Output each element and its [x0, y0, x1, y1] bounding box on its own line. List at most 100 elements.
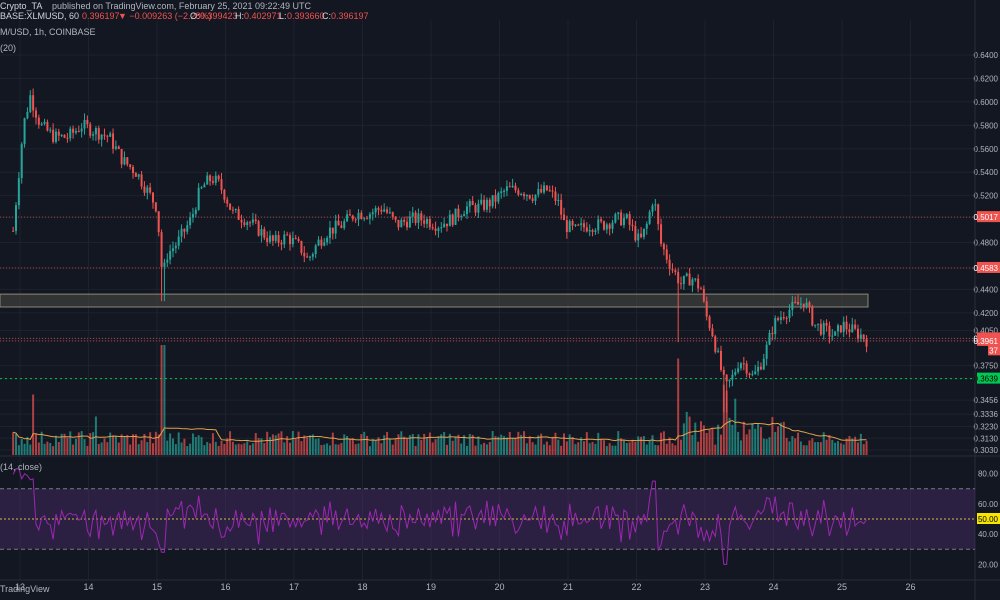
- volume-bar: [757, 424, 760, 455]
- candle-body: [200, 187, 203, 189]
- volume-bar: [426, 437, 429, 455]
- volume-bar: [257, 438, 260, 455]
- volume-bar: [231, 441, 234, 455]
- volume-bar: [828, 435, 831, 455]
- volume-bar: [862, 444, 865, 455]
- candle-body: [189, 217, 192, 226]
- candle-body: [831, 335, 834, 337]
- candle-body: [588, 230, 591, 232]
- volume-bar: [517, 431, 520, 455]
- volume-bar: [494, 436, 497, 455]
- volume-bar: [17, 445, 20, 455]
- volume-legend[interactable]: (20): [0, 43, 17, 53]
- rsi-tick-label: 80.00: [978, 470, 999, 479]
- volume-bar: [814, 442, 817, 455]
- candle-body: [705, 301, 708, 317]
- volume-bar: [662, 431, 665, 455]
- candle-body: [143, 186, 146, 193]
- candle-body: [637, 233, 640, 241]
- volume-bar: [12, 432, 15, 455]
- candle-body: [682, 275, 685, 284]
- candle-body: [774, 318, 777, 335]
- candle-body: [428, 219, 431, 228]
- candle-body: [163, 262, 166, 267]
- main-legend[interactable]: M/USD, 1h, COINBASE: [0, 27, 96, 37]
- candle-body: [700, 288, 703, 290]
- candle-body: [491, 195, 494, 207]
- candle-body: [523, 193, 526, 197]
- volume-bar: [508, 431, 511, 455]
- volume-bar: [209, 443, 212, 455]
- volume-bar: [89, 433, 92, 455]
- candle-body: [386, 209, 389, 213]
- candle-body: [240, 219, 243, 223]
- volume-bar: [191, 433, 194, 455]
- volume-bar: [594, 443, 597, 455]
- candle-body: [814, 324, 817, 326]
- candle-body: [320, 239, 323, 246]
- x-tick-label: 16: [220, 582, 230, 592]
- volume-bar: [434, 439, 437, 455]
- candle-body: [100, 134, 103, 140]
- candle-body: [608, 224, 611, 229]
- candle-body: [585, 227, 588, 232]
- volume-bar: [57, 441, 60, 455]
- volume-bar: [171, 438, 174, 455]
- candle-body: [86, 119, 89, 125]
- volume-bar: [554, 432, 557, 455]
- volume-bar: [637, 436, 640, 455]
- volume-bar: [354, 444, 357, 455]
- volume-bar: [457, 434, 460, 455]
- candle-body: [628, 214, 631, 225]
- rsi-legend[interactable]: (14, close): [0, 462, 43, 472]
- volume-bar: [734, 398, 737, 455]
- candle-body: [174, 245, 177, 249]
- price-tick-label: 0.4050: [974, 326, 999, 335]
- candle-body: [169, 251, 172, 260]
- candle-body: [597, 219, 600, 231]
- volume-bar: [560, 445, 563, 455]
- x-tick-label: 19: [426, 582, 436, 592]
- volume-bar: [448, 433, 451, 455]
- candle-body: [671, 269, 674, 271]
- volume-bar: [759, 427, 762, 455]
- candle-body: [862, 334, 865, 340]
- candle-body: [503, 190, 506, 192]
- volume-bar: [169, 433, 172, 455]
- volume-bar: [420, 439, 423, 455]
- candle-body: [822, 323, 825, 335]
- candle-body: [714, 336, 717, 352]
- volume-bar: [403, 436, 406, 455]
- volume-bar: [620, 438, 623, 455]
- candle-body: [697, 278, 700, 289]
- price-tick-label: 0.3456: [974, 396, 999, 405]
- candle-body: [12, 230, 15, 232]
- volume-bar: [839, 443, 842, 455]
- candle-body: [377, 208, 380, 210]
- candle-body: [465, 206, 468, 215]
- volume-bar: [574, 444, 577, 455]
- volume-bar: [23, 443, 26, 455]
- candle-body: [674, 270, 677, 273]
- volume-bar: [226, 438, 229, 455]
- candle-body: [582, 223, 585, 228]
- volume-bar: [511, 437, 514, 455]
- candle-body: [440, 227, 443, 229]
- level-label-bg: [977, 211, 1000, 223]
- volume-bar: [580, 437, 583, 455]
- candle-body: [708, 316, 711, 329]
- volume-bar: [608, 443, 611, 455]
- candle-body: [842, 321, 845, 333]
- volume-bar: [745, 434, 748, 455]
- volume-bar: [751, 423, 754, 455]
- volume-bar: [480, 444, 483, 455]
- volume-bar: [614, 445, 617, 455]
- volume-bar: [563, 433, 566, 455]
- volume-bar: [528, 436, 531, 455]
- candle-body: [531, 198, 534, 201]
- candle-body: [289, 235, 292, 245]
- candle-body: [203, 184, 206, 188]
- level-label: 0.5017: [974, 213, 999, 222]
- candle-body: [468, 201, 471, 207]
